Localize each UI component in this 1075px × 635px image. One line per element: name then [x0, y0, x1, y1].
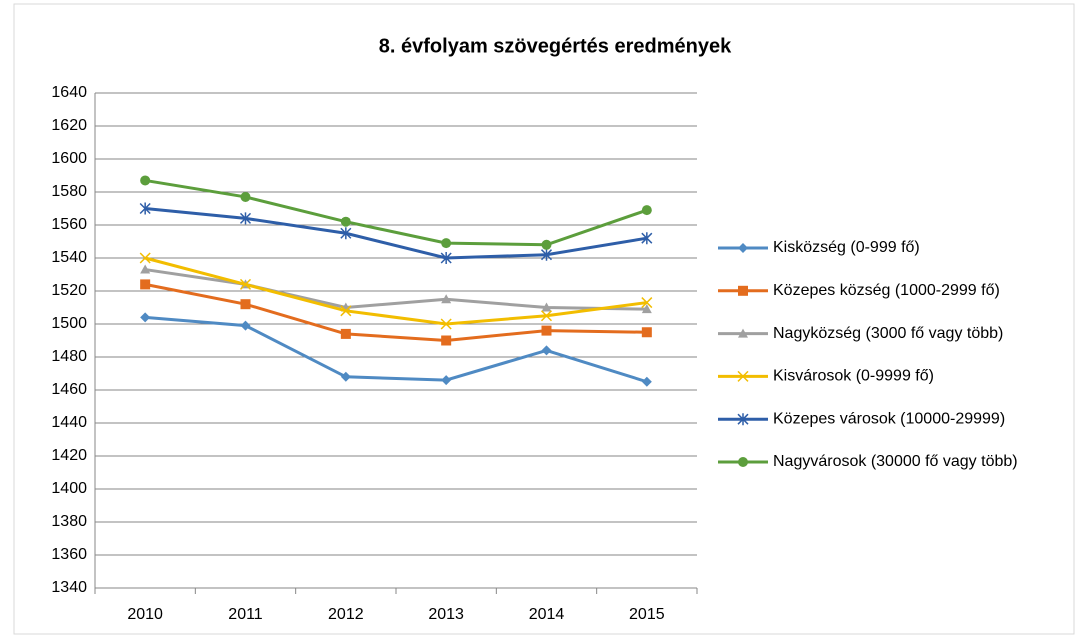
y-tick-label: 1640: [51, 84, 87, 101]
marker: [340, 371, 351, 382]
marker: [540, 248, 553, 261]
marker: [239, 212, 252, 225]
marker: [738, 285, 748, 296]
marker: [441, 238, 452, 249]
marker: [140, 175, 151, 186]
marker: [441, 335, 452, 346]
marker: [140, 279, 151, 290]
marker: [738, 457, 748, 467]
y-tick-label: 1420: [51, 447, 87, 464]
marker: [641, 297, 653, 309]
x-tick-label: 2011: [228, 606, 263, 623]
marker: [340, 227, 352, 240]
marker: [139, 252, 151, 264]
marker: [140, 312, 151, 323]
marker: [239, 278, 252, 290]
chart-title: 8. évfolyam szövegértés eredmények: [379, 35, 732, 57]
y-tick-label: 1580: [51, 183, 87, 200]
series-line: [144, 268, 647, 311]
marker: [541, 239, 552, 250]
marker: [441, 375, 452, 386]
series-line: [144, 256, 648, 326]
marker: [641, 327, 652, 338]
x-tick-label: 2010: [127, 606, 163, 623]
y-tick-label: 1480: [51, 348, 87, 365]
y-tick-label: 1520: [51, 282, 87, 299]
marker: [440, 318, 452, 330]
y-tick-label: 1560: [51, 216, 87, 233]
marker: [540, 310, 553, 322]
marker: [240, 299, 251, 310]
series-line: [145, 315, 648, 384]
marker: [140, 264, 151, 274]
marker: [541, 345, 552, 356]
series-line: [145, 207, 648, 260]
legend-label: Nagyvárosok (30000 fő vagy több): [773, 453, 1018, 470]
marker: [440, 252, 452, 264]
marker: [738, 243, 748, 253]
marker: [641, 376, 652, 387]
marker: [641, 205, 652, 216]
legend-label: Kisközség (0-999 fő): [773, 239, 920, 256]
x-tick-label: 2015: [629, 606, 665, 623]
y-tick-label: 1440: [51, 414, 87, 431]
marker: [641, 304, 652, 314]
marker: [738, 328, 748, 338]
y-tick-label: 1540: [51, 249, 87, 266]
marker: [441, 294, 452, 304]
legend-label: Kisvárosok (0-9999 fő): [773, 368, 934, 385]
marker: [240, 320, 251, 331]
marker: [340, 305, 352, 317]
legend-label: Közepes városok (10000-29999): [773, 410, 1005, 427]
marker: [541, 302, 552, 312]
legend-label: Nagyközség (3000 fő vagy több): [773, 325, 1003, 342]
series-line: [144, 178, 648, 247]
marker: [641, 232, 653, 245]
y-tick-label: 1600: [51, 150, 87, 167]
marker: [737, 370, 749, 382]
x-tick-label: 2014: [529, 606, 565, 623]
y-tick-label: 1400: [51, 480, 87, 497]
marker: [340, 328, 351, 339]
y-tick-label: 1500: [51, 315, 87, 332]
legend-label: Közepes község (1000-2999 fő): [773, 282, 1000, 299]
x-tick-label: 2013: [428, 606, 464, 623]
marker: [139, 202, 151, 215]
y-tick-label: 1460: [51, 381, 87, 398]
marker: [737, 413, 749, 426]
marker: [541, 325, 552, 336]
marker: [240, 191, 251, 202]
marker: [340, 216, 351, 227]
series-line: [144, 282, 647, 343]
x-tick-label: 2012: [328, 606, 364, 623]
y-tick-label: 1620: [51, 117, 87, 134]
y-tick-label: 1380: [51, 513, 87, 530]
y-tick-label: 1340: [51, 579, 87, 596]
y-tick-label: 1360: [51, 546, 87, 563]
